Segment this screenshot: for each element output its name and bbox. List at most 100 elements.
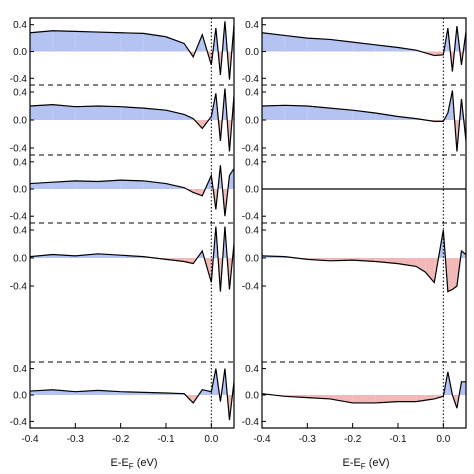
y-tick-label: 0.0 — [13, 391, 27, 402]
positive-fill-area — [75, 106, 98, 120]
y-tick-label: -0.4 — [242, 74, 260, 85]
positive-fill-area — [461, 251, 466, 258]
y-tick-label: 0.0 — [245, 185, 259, 196]
positive-fill-area — [166, 110, 185, 120]
negative-fill-area — [375, 395, 398, 403]
positive-fill-area — [262, 105, 285, 120]
positive-fill-area — [461, 381, 466, 395]
series-line — [30, 165, 234, 217]
negative-fill-area — [375, 258, 398, 264]
x-axis-title-subscript: F — [361, 462, 366, 471]
panel-1-4 — [30, 226, 234, 292]
y-tick-label: -0.4 — [242, 144, 260, 155]
positive-fill-area — [52, 30, 76, 52]
panel-2-2 — [262, 90, 466, 152]
panel-2-4 — [262, 229, 466, 293]
positive-fill-area — [30, 104, 53, 120]
positive-fill-area — [375, 113, 398, 120]
x-axis-title-subscript: F — [129, 462, 134, 471]
x-axis-title-unit: (eV) — [366, 457, 390, 469]
panel-1-2 — [30, 88, 234, 152]
y-tick-label: 0.4 — [13, 20, 27, 31]
chart-column-1: 0.4 0.0 -0.4 0.4 0.0 -0.4 0.4 0.0 -0.4 0.4 0.0 -0.4… — [10, 17, 235, 445]
positive-fill-area — [98, 106, 121, 120]
y-tick-label: 0.0 — [13, 116, 27, 127]
series-line — [262, 90, 466, 152]
y-tick-label: 0.4 — [245, 157, 259, 168]
y-tick-label: 0.4 — [245, 226, 259, 237]
positive-fill-area — [166, 36, 185, 52]
x-axis-title-unit: (eV) — [134, 457, 158, 469]
x-tick-label: -0.2 — [344, 434, 362, 445]
negative-fill-area — [330, 395, 353, 403]
y-tick-label: 0.0 — [13, 254, 27, 265]
y-tick-label: 0.0 — [245, 254, 259, 265]
positive-fill-area — [143, 108, 166, 120]
positive-fill-area — [30, 30, 53, 52]
y-tick-label: -0.4 — [10, 417, 28, 428]
positive-fill-area — [284, 35, 308, 52]
negative-fill-area — [352, 395, 376, 403]
negative-fill-area — [447, 258, 453, 292]
positive-fill-area — [143, 33, 166, 52]
series-line — [30, 88, 234, 152]
chart-column-2: 0.4 0.0 -0.4 0.4 0.0 -0.4 0.4 0.0 -0.4 0.4 0.0 -0.4… — [242, 17, 467, 445]
y-tick-label: -0.4 — [242, 212, 260, 223]
panel-2-1 — [262, 25, 466, 72]
panel-2-5 — [262, 371, 466, 409]
positive-fill-area — [375, 44, 398, 52]
y-tick-label: -0.4 — [10, 282, 28, 293]
positive-fill-area — [284, 105, 308, 120]
positive-fill-area — [202, 389, 212, 395]
panel-1-3 — [30, 165, 234, 217]
y-tick-label: 0.0 — [245, 47, 259, 58]
y-tick-label: -0.4 — [10, 212, 28, 223]
negative-fill-area — [425, 258, 435, 283]
x-tick-label: 0.0 — [204, 434, 218, 445]
positive-fill-area — [120, 106, 144, 120]
negative-fill-area — [184, 258, 194, 264]
positive-fill-area — [52, 389, 76, 395]
y-tick-label: 0.4 — [245, 364, 259, 375]
y-tick-label: 0.0 — [245, 116, 259, 127]
positive-fill-area — [98, 32, 121, 52]
panel-1-5 — [30, 368, 234, 421]
y-tick-label: 0.4 — [13, 364, 27, 375]
x-tick-label: -0.4 — [253, 434, 271, 445]
series-line — [30, 226, 234, 292]
positive-fill-area — [120, 180, 144, 189]
panel-frame — [29, 17, 235, 429]
positive-fill-area — [75, 31, 98, 52]
y-tick-label: 0.4 — [13, 226, 27, 237]
x-axis-title-left: E-EF (eV) — [110, 457, 157, 471]
y-tick-label: 0.4 — [245, 88, 259, 99]
positive-fill-area — [52, 104, 76, 120]
positive-fill-area — [52, 180, 76, 189]
positive-fill-area — [262, 32, 285, 52]
x-axis-title-right: E-EF (eV) — [342, 457, 389, 471]
x-tick-label: -0.2 — [112, 434, 130, 445]
x-axis-title-main: E-E — [342, 457, 360, 469]
plot-area: 0.4 0.0 -0.4 0.4 0.0 -0.4 0.4 0.0 -0.4 0.4 0.0 -0.4… — [10, 17, 467, 445]
positive-fill-area — [330, 108, 353, 120]
positive-fill-area — [75, 180, 98, 189]
x-tick-label: -0.1 — [157, 434, 175, 445]
y-tick-label: 0.0 — [13, 47, 27, 58]
negative-fill-area — [416, 258, 426, 272]
y-tick-label: -0.4 — [10, 74, 28, 85]
y-tick-label: 0.0 — [13, 185, 27, 196]
y-tick-label: -0.4 — [242, 417, 260, 428]
y-tick-label: -0.4 — [10, 144, 28, 155]
y-tick-label: -0.4 — [242, 282, 260, 293]
series-line — [262, 229, 466, 293]
series-line — [30, 21, 234, 80]
negative-fill-area — [193, 189, 203, 196]
y-tick-label: 0.4 — [13, 157, 27, 168]
series-line — [30, 368, 234, 421]
panel-frame — [261, 17, 467, 429]
series-line — [262, 25, 466, 72]
positive-fill-area — [30, 182, 53, 189]
panel-1-1 — [30, 21, 234, 80]
x-tick-label: -0.4 — [21, 434, 39, 445]
